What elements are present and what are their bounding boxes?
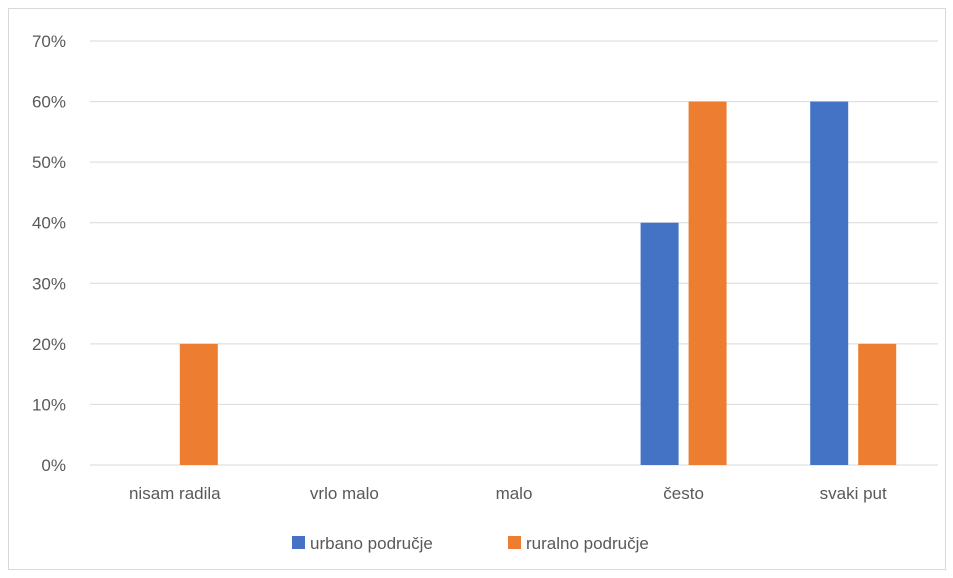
bar-urbano-područje-3 — [640, 222, 679, 465]
legend-swatch — [292, 536, 305, 549]
legend: urbano područje ruralno područje — [292, 534, 649, 553]
x-tick-label: svaki put — [820, 484, 887, 503]
legend-swatch — [508, 536, 521, 549]
y-tick-label: 60% — [32, 93, 66, 112]
gridlines — [90, 40, 938, 466]
x-tick-label: vrlo malo — [310, 484, 379, 503]
y-tick-label: 50% — [32, 153, 66, 172]
y-tick-label: 30% — [32, 274, 66, 293]
legend-label: ruralno područje — [526, 534, 649, 553]
y-tick-label: 10% — [32, 395, 66, 414]
x-tick-label: malo — [496, 484, 533, 503]
y-tick-label: 20% — [32, 335, 66, 354]
y-axis-tick-labels: 0% 10% 20% 30% 40% 50% 60% 70% — [32, 32, 66, 475]
legend-label: urbano područje — [310, 534, 433, 553]
y-tick-label: 70% — [32, 32, 66, 51]
x-axis-tick-labels: nisam radila vrlo malo malo često svaki put — [129, 484, 887, 503]
y-tick-label: 40% — [32, 214, 66, 233]
bar-ruralno-područje-0 — [179, 343, 218, 465]
x-tick-label: često — [663, 484, 704, 503]
bar-ruralno-područje-4 — [858, 343, 897, 465]
y-tick-label: 0% — [41, 456, 66, 475]
bars — [179, 101, 897, 466]
bar-urbano-područje-4 — [810, 101, 849, 466]
x-tick-label: nisam radila — [129, 484, 221, 503]
bar-ruralno-područje-3 — [688, 101, 727, 466]
